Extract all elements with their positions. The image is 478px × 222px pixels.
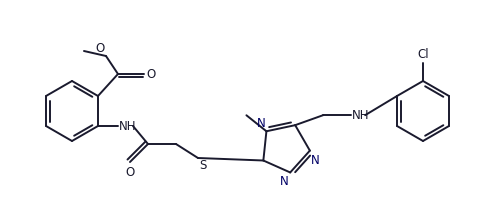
Text: NH: NH — [352, 109, 369, 122]
Text: N: N — [257, 117, 265, 130]
Text: O: O — [125, 166, 135, 179]
Text: O: O — [96, 42, 105, 55]
Text: N: N — [311, 154, 320, 167]
Text: NH: NH — [119, 119, 137, 133]
Text: S: S — [199, 159, 206, 172]
Text: O: O — [146, 67, 155, 81]
Text: Cl: Cl — [417, 48, 429, 61]
Text: N: N — [280, 175, 288, 188]
